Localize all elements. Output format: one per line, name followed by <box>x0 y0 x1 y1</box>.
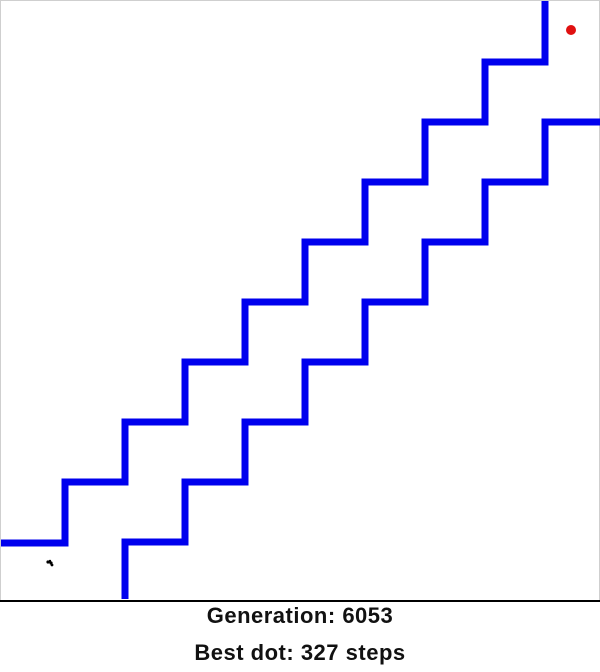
generation-readout: Generation: 6053 <box>0 603 600 629</box>
population-dot <box>48 559 52 563</box>
game-canvas <box>0 0 600 600</box>
lower-stair-wall <box>121 118 600 599</box>
upper-stair-wall <box>1 1 549 547</box>
best-dot-steps: 327 <box>300 640 340 665</box>
best-dot-label: Best dot: <box>194 640 295 665</box>
population-dots <box>46 559 54 567</box>
population-dot <box>46 560 50 564</box>
game-scene <box>1 1 600 599</box>
generation-label: Generation: <box>206 603 336 628</box>
best-dot-unit: steps <box>345 640 406 665</box>
goal-dot <box>566 25 576 35</box>
generation-value: 6053 <box>342 603 394 628</box>
best-dot-readout: Best dot: 327 steps <box>0 640 600 666</box>
population-dot <box>50 563 54 567</box>
status-divider <box>0 600 600 602</box>
